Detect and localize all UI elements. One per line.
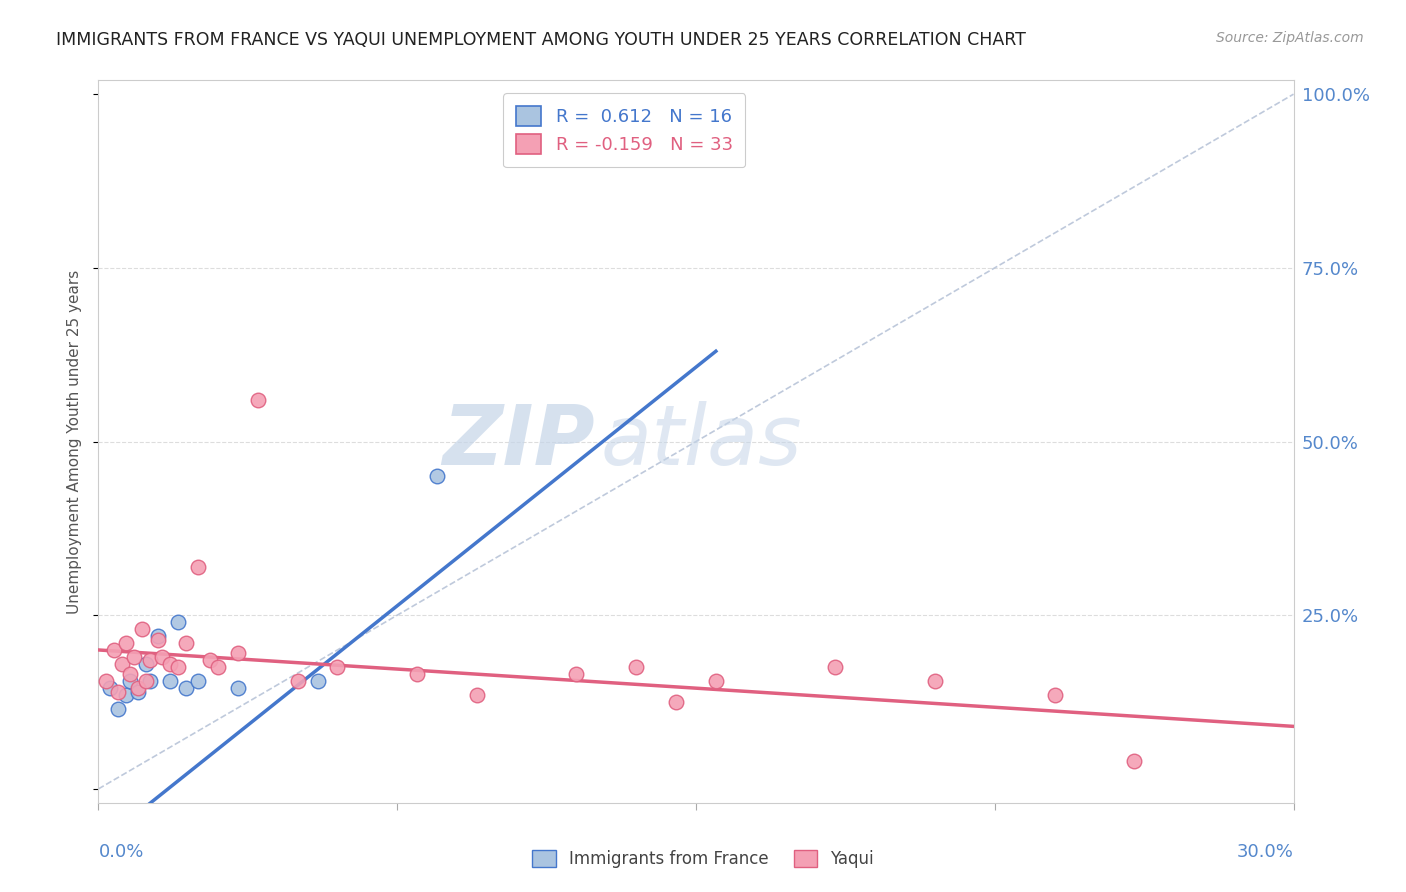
Point bbox=[1123, 754, 1146, 768]
Point bbox=[120, 674, 142, 689]
Y-axis label: Unemployment Among Youth under 25 years: Unemployment Among Youth under 25 years bbox=[67, 269, 83, 614]
Point bbox=[131, 622, 153, 636]
Point bbox=[326, 660, 349, 674]
Point bbox=[111, 657, 134, 671]
Point bbox=[174, 681, 197, 695]
Point bbox=[287, 674, 309, 689]
Point bbox=[665, 695, 688, 709]
Point bbox=[167, 660, 190, 674]
Point bbox=[120, 667, 142, 681]
Point bbox=[150, 649, 173, 664]
Point bbox=[406, 667, 429, 681]
Point bbox=[159, 674, 181, 689]
Point bbox=[626, 660, 648, 674]
Point bbox=[98, 681, 122, 695]
Text: atlas: atlas bbox=[600, 401, 801, 482]
Point bbox=[565, 667, 588, 681]
Point bbox=[174, 636, 197, 650]
Point bbox=[135, 657, 157, 671]
Point bbox=[187, 559, 209, 574]
Point bbox=[605, 108, 627, 122]
Point bbox=[824, 660, 846, 674]
Point bbox=[465, 688, 488, 702]
Point bbox=[226, 647, 249, 661]
Point bbox=[207, 660, 229, 674]
Text: ZIP: ZIP bbox=[441, 401, 595, 482]
Point bbox=[246, 392, 269, 407]
Text: 0.0%: 0.0% bbox=[98, 843, 143, 861]
Text: 30.0%: 30.0% bbox=[1237, 843, 1294, 861]
Point bbox=[159, 657, 181, 671]
Point bbox=[226, 681, 249, 695]
Point bbox=[704, 674, 727, 689]
Point bbox=[426, 469, 449, 483]
Point bbox=[135, 674, 157, 689]
Point bbox=[148, 629, 170, 643]
Point bbox=[127, 684, 149, 698]
Legend: Immigrants from France, Yaqui: Immigrants from France, Yaqui bbox=[526, 843, 880, 875]
Point bbox=[115, 636, 138, 650]
Point bbox=[139, 653, 162, 667]
Point bbox=[187, 674, 209, 689]
Point bbox=[924, 674, 946, 689]
Point bbox=[107, 702, 129, 716]
Point bbox=[307, 674, 329, 689]
Point bbox=[115, 688, 138, 702]
Point bbox=[148, 632, 170, 647]
Text: Source: ZipAtlas.com: Source: ZipAtlas.com bbox=[1216, 31, 1364, 45]
Point bbox=[198, 653, 221, 667]
Point bbox=[1043, 688, 1066, 702]
Point bbox=[127, 681, 149, 695]
Point bbox=[139, 674, 162, 689]
Point bbox=[107, 684, 129, 698]
Point bbox=[124, 649, 146, 664]
Point bbox=[103, 643, 125, 657]
Legend: R =  0.612   N = 16, R = -0.159   N = 33: R = 0.612 N = 16, R = -0.159 N = 33 bbox=[503, 93, 745, 167]
Point bbox=[96, 674, 118, 689]
Text: IMMIGRANTS FROM FRANCE VS YAQUI UNEMPLOYMENT AMONG YOUTH UNDER 25 YEARS CORRELAT: IMMIGRANTS FROM FRANCE VS YAQUI UNEMPLOY… bbox=[56, 31, 1026, 49]
Point bbox=[167, 615, 190, 630]
